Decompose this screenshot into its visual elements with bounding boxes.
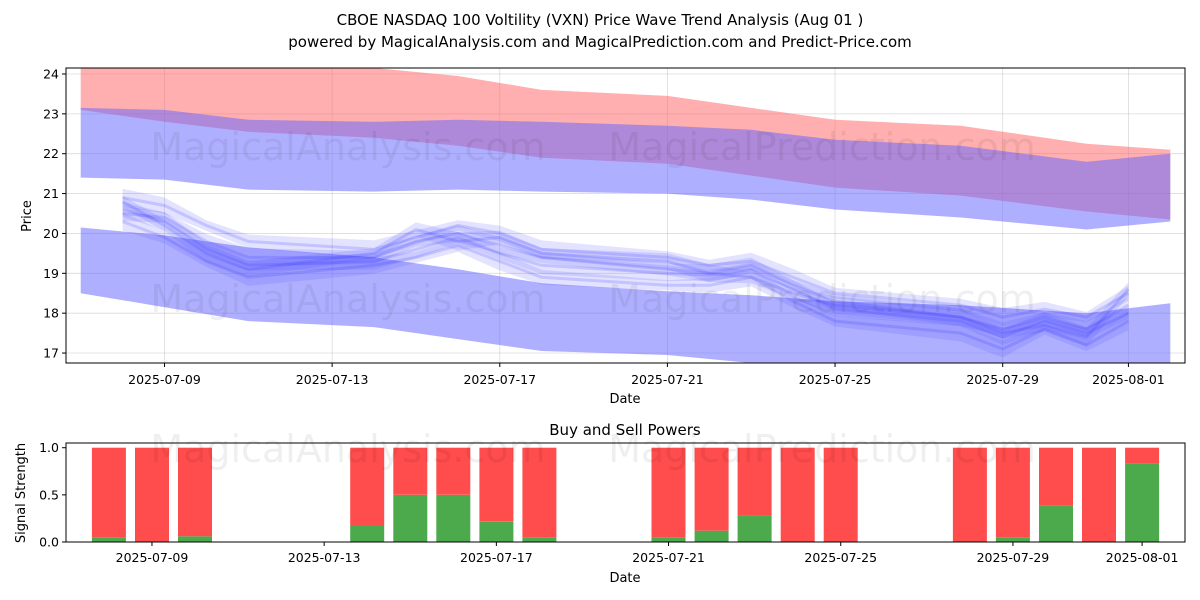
power-x-label: Date [609, 571, 640, 586]
sell-bar [823, 447, 858, 542]
buy-bar [393, 494, 428, 542]
band-blue-lower [80, 227, 1171, 363]
power-ticks: 0.0 0.5 1.0 2025-07-09 2025-07-13 2025-07-17 2… [39, 440, 1178, 565]
wave-line [121, 200, 1130, 339]
sell-bar [135, 447, 169, 542]
watermark-analysis-bottom: MagicalAnalysis.com [150, 427, 545, 471]
wave-ribbon [122, 188, 1129, 327]
x-tick-label: 2025-07-13 [288, 550, 361, 565]
sell-bar [952, 447, 987, 542]
buy-bar [178, 536, 212, 542]
wave-ribbon [122, 195, 1129, 347]
wave-line [122, 220, 1130, 351]
sell-bar [1039, 447, 1073, 506]
x-tick-label: 2025-07-17 [463, 372, 536, 387]
chart-title: CBOE NASDAQ 100 Voltility (VXN) Price Wa… [337, 11, 864, 29]
buy-bar [1039, 505, 1073, 542]
buy-bar [737, 515, 772, 542]
x-tick-label: 2025-07-21 [631, 372, 704, 387]
y-tick-label: 17 [43, 346, 59, 361]
sell-bar [1082, 447, 1116, 542]
sell-bar [694, 447, 729, 531]
buy-bar [995, 537, 1030, 542]
sell-bar [995, 447, 1030, 538]
y-tick-label: 21 [43, 186, 59, 201]
y-tick-label: 24 [43, 66, 59, 81]
price-waves [121, 188, 1130, 358]
sell-bar [780, 447, 815, 542]
buy-bar [479, 521, 514, 542]
y-tick-label: 1.0 [39, 440, 59, 455]
price-bands [80, 68, 1171, 363]
chart-subtitle: powered by MagicalAnalysis.com and Magic… [288, 33, 912, 51]
buy-bar [522, 537, 557, 542]
price-y-label: Price [20, 200, 35, 232]
wave-ribbon [122, 212, 1129, 358]
price-chart: MagicalAnalysis.com MagicalPrediction.co… [20, 66, 1186, 407]
sell-bar [350, 447, 385, 526]
y-tick-label: 20 [43, 226, 59, 241]
x-tick-label: 2025-07-13 [296, 372, 369, 387]
x-tick-label: 2025-07-29 [977, 550, 1050, 565]
buy-bar [350, 526, 385, 542]
sell-bar [178, 447, 212, 537]
x-tick-label: 2025-08-01 [1106, 550, 1179, 565]
wave-line [122, 196, 1130, 319]
x-tick-label: 2025-07-09 [116, 550, 189, 565]
price-ticks: 17 18 19 20 21 22 23 24 2025-07-09 2025-07-13 2025… [43, 66, 1165, 387]
buy-bar [694, 530, 729, 542]
price-axes-frame [65, 67, 1186, 364]
power-chart: Buy and Sell Powers MagicalAnalysis.com … [14, 421, 1186, 586]
x-tick-label: 2025-08-01 [1092, 372, 1165, 387]
y-tick-label: 0.0 [39, 535, 59, 550]
watermark-prediction-bottom: MagicalPrediction.com [608, 427, 1036, 471]
wave-ribbon [122, 206, 1129, 338]
x-tick-label: 2025-07-29 [966, 372, 1039, 387]
wave-line [122, 212, 1130, 331]
sell-bar [393, 447, 428, 495]
watermark-prediction-top: MagicalPrediction.com [608, 125, 1036, 169]
power-axes-frame [65, 442, 1186, 543]
sell-bar [91, 447, 126, 538]
sell-bar [651, 447, 686, 538]
y-tick-label: 0.5 [39, 487, 59, 502]
power-y-label: Signal Strength [14, 443, 29, 543]
sell-bar [479, 447, 514, 522]
watermark-analysis-mid: MagicalAnalysis.com [150, 277, 545, 321]
power-bars [91, 447, 1160, 542]
power-chart-title: Buy and Sell Powers [549, 421, 701, 439]
wave-line [122, 208, 1130, 339]
y-tick-label: 18 [43, 306, 59, 321]
buy-bar [1125, 463, 1160, 542]
watermark-analysis-top: MagicalAnalysis.com [150, 125, 545, 169]
watermark-prediction-mid: MagicalPrediction.com [608, 277, 1036, 321]
x-tick-label: 2025-07-25 [804, 550, 877, 565]
x-tick-label: 2025-07-21 [632, 550, 705, 565]
x-tick-label: 2025-07-17 [460, 550, 533, 565]
x-tick-label: 2025-07-09 [128, 372, 201, 387]
y-tick-label: 19 [43, 266, 59, 281]
buy-bar [651, 537, 686, 542]
sell-bar [436, 447, 471, 495]
band-blue-upper [80, 107, 1171, 230]
wave-ribbon [122, 202, 1129, 345]
sell-bar [522, 447, 557, 538]
buy-bar [91, 537, 126, 542]
sell-bar [737, 447, 772, 516]
sell-bar [1125, 447, 1160, 464]
buy-bar [436, 494, 471, 542]
y-tick-label: 22 [43, 146, 59, 161]
price-x-label: Date [609, 392, 640, 407]
y-tick-label: 23 [43, 106, 59, 121]
x-tick-label: 2025-07-25 [799, 372, 872, 387]
